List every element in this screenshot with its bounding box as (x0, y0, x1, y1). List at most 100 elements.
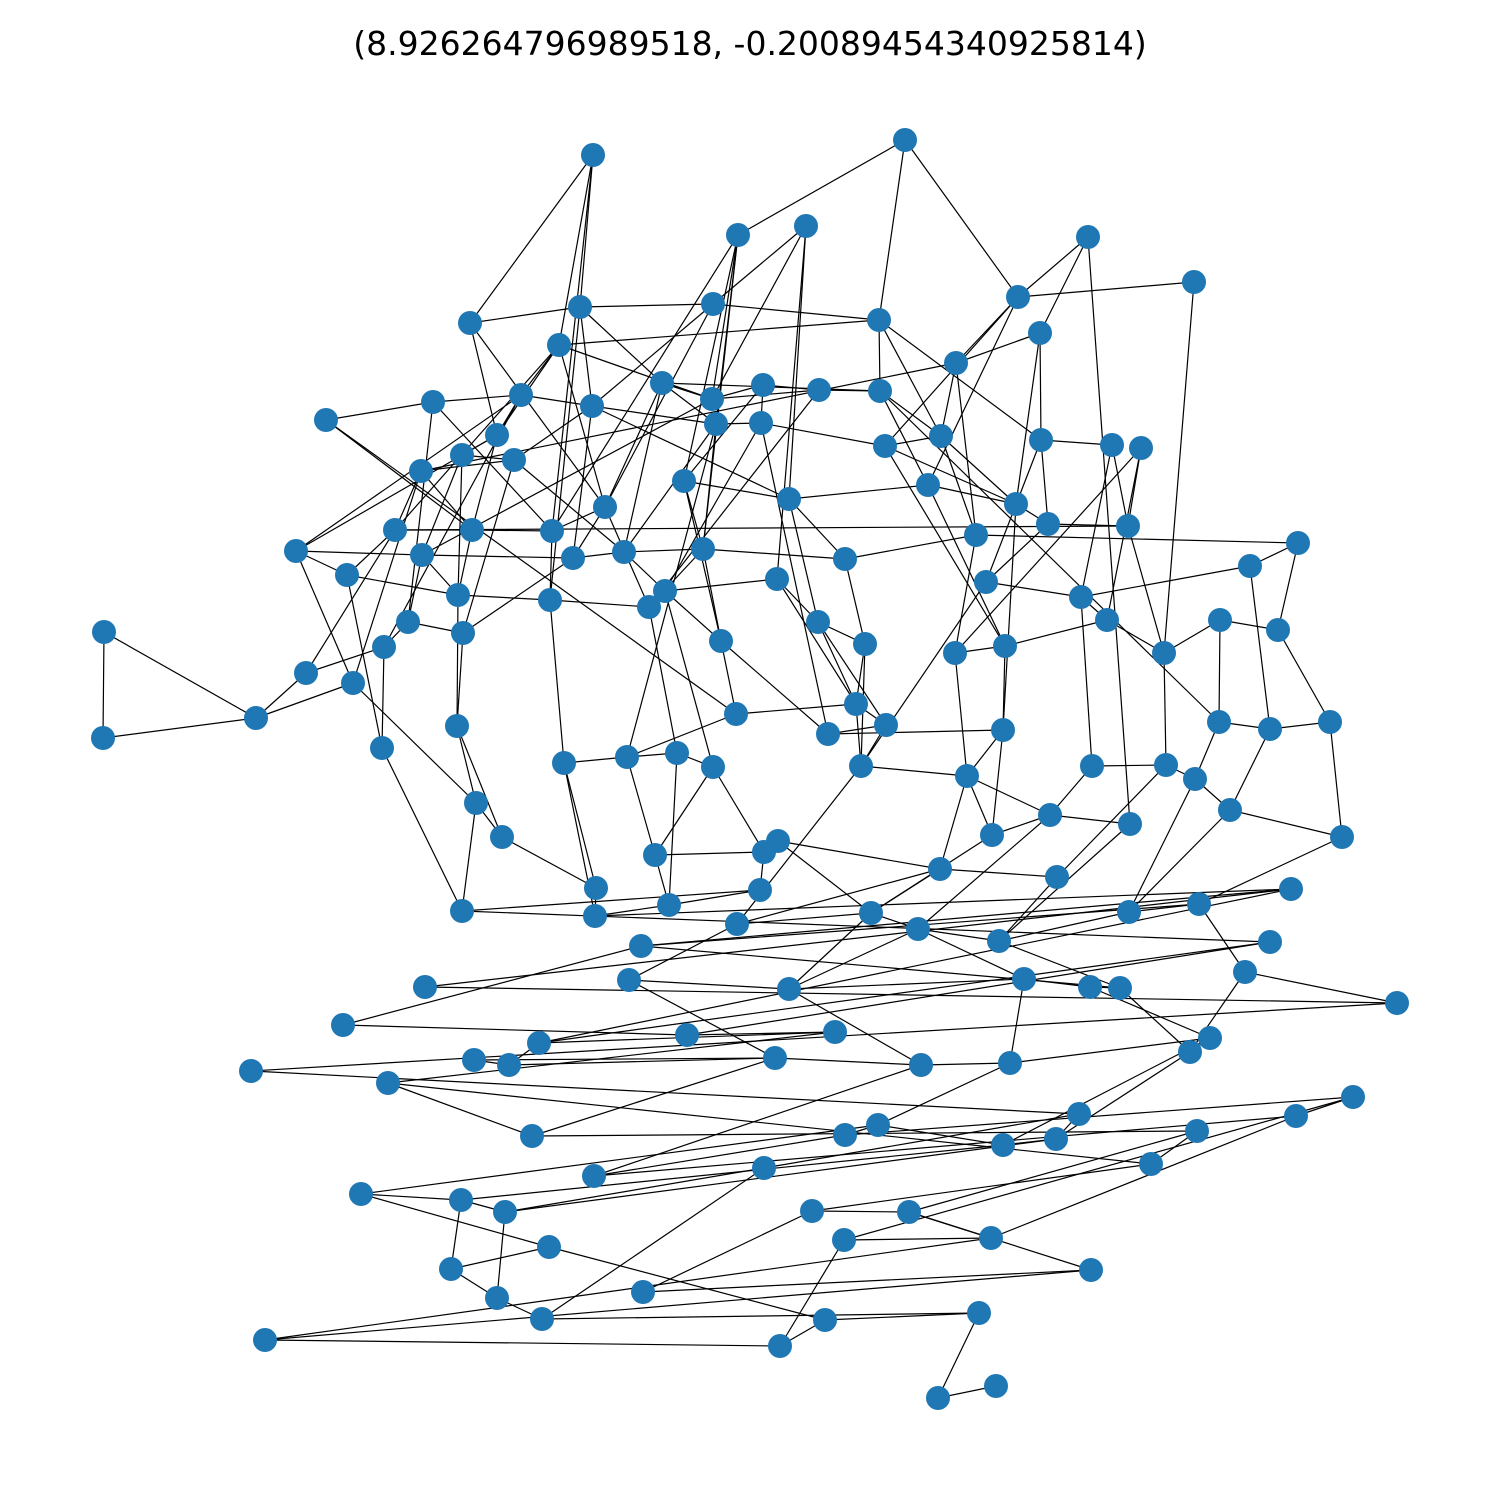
graph-edge (591, 405, 790, 500)
graph-edge (469, 322, 498, 436)
graph-edge (424, 986, 1398, 1004)
graph-node (866, 1113, 890, 1137)
graph-edge (1002, 503, 1017, 731)
graph-edge (501, 836, 597, 889)
graph-edge (541, 1167, 765, 1320)
graph-edge (1002, 1037, 1211, 1146)
graph-edge (264, 1339, 781, 1347)
graph-edge (469, 154, 594, 324)
graph-edge (381, 646, 385, 749)
graph-node (1233, 960, 1257, 984)
graph-node (383, 518, 407, 542)
graph-edge (407, 401, 434, 623)
graph-edge (255, 682, 354, 719)
graph-node (964, 523, 988, 547)
graph-edge (811, 1210, 910, 1213)
graph-edge (572, 405, 593, 559)
graph-node (813, 1308, 837, 1332)
graph-node (867, 308, 891, 332)
graph-node (701, 292, 725, 316)
graph-node (704, 412, 728, 436)
graph-node (547, 333, 571, 357)
graph-node (1330, 825, 1354, 849)
graph-node (926, 1386, 950, 1410)
graph-node (1178, 1040, 1202, 1064)
graph-node (537, 1235, 561, 1259)
graph-edge (877, 1062, 1011, 1126)
graph-edge (712, 766, 765, 853)
graph-edge (788, 912, 872, 990)
graph-edge (457, 454, 463, 596)
graph-node (653, 579, 677, 603)
graph-edge (1111, 444, 1129, 527)
graph-edge (504, 1138, 1057, 1213)
graph-edge (538, 888, 1292, 1044)
graph-edge (420, 470, 473, 531)
graph-edge (760, 422, 886, 447)
graph-edge (654, 851, 765, 856)
graph-node (1182, 270, 1206, 294)
graph-node (943, 641, 967, 665)
graph-node (1279, 877, 1303, 901)
graph-edge (990, 1115, 1297, 1239)
graph-node (726, 223, 750, 247)
graph-node (1108, 976, 1132, 1000)
graph-edge (1163, 281, 1195, 654)
graph-edge (558, 154, 594, 346)
graph-edge (878, 319, 1042, 441)
graph-edge (469, 322, 606, 508)
graph-edge (604, 303, 714, 508)
graph-edge (563, 762, 597, 889)
graph-node (581, 143, 605, 167)
graph-node (768, 1334, 792, 1358)
graph-node (752, 1156, 776, 1180)
graph-edge (736, 868, 941, 925)
graph-node (1284, 1104, 1308, 1128)
graph-node (294, 661, 318, 685)
graph-edge (628, 923, 738, 981)
graph-edge (1277, 542, 1299, 631)
graph-edge (954, 652, 968, 777)
graph-edge (457, 594, 551, 601)
graph-edge (1039, 236, 1089, 334)
graph-edge (763, 1113, 1080, 1169)
graph-edge (939, 868, 1058, 878)
graph-node (421, 390, 445, 414)
graph-edge (1163, 652, 1167, 766)
graph-node (552, 751, 576, 775)
graph-node (1207, 710, 1231, 734)
graph-node (520, 1124, 544, 1148)
graph-node (462, 1048, 486, 1072)
graph-edge (954, 447, 1142, 654)
graph-edge (683, 480, 722, 642)
graph-node (445, 714, 469, 738)
graph-edge (817, 621, 887, 726)
graph-node (450, 899, 474, 923)
graph-edge (1087, 236, 1131, 825)
graph-edge (654, 766, 714, 856)
graph-edge (1080, 596, 1093, 767)
graph-edge (594, 904, 670, 917)
graph-edge (966, 775, 1051, 816)
graph-node (244, 706, 268, 730)
graph-edge (432, 394, 522, 403)
graph-node (998, 1051, 1022, 1075)
graph-edge (811, 1163, 1152, 1212)
graph-node (91, 726, 115, 750)
graph-edge (1128, 778, 1196, 913)
graph-node (497, 1053, 521, 1077)
graph-edge (381, 747, 463, 912)
graph-edge (904, 139, 1019, 298)
graph-node (853, 632, 877, 656)
graph-edge (1249, 565, 1271, 730)
graph-node (1028, 321, 1052, 345)
graph-edge (702, 548, 722, 642)
graph-node (800, 1199, 824, 1223)
graph-edge (591, 303, 714, 407)
graph-node (1208, 608, 1232, 632)
graph-node (928, 857, 952, 881)
graph-node (909, 1053, 933, 1077)
graph-edge (777, 840, 872, 914)
graph-edge (788, 988, 922, 1066)
